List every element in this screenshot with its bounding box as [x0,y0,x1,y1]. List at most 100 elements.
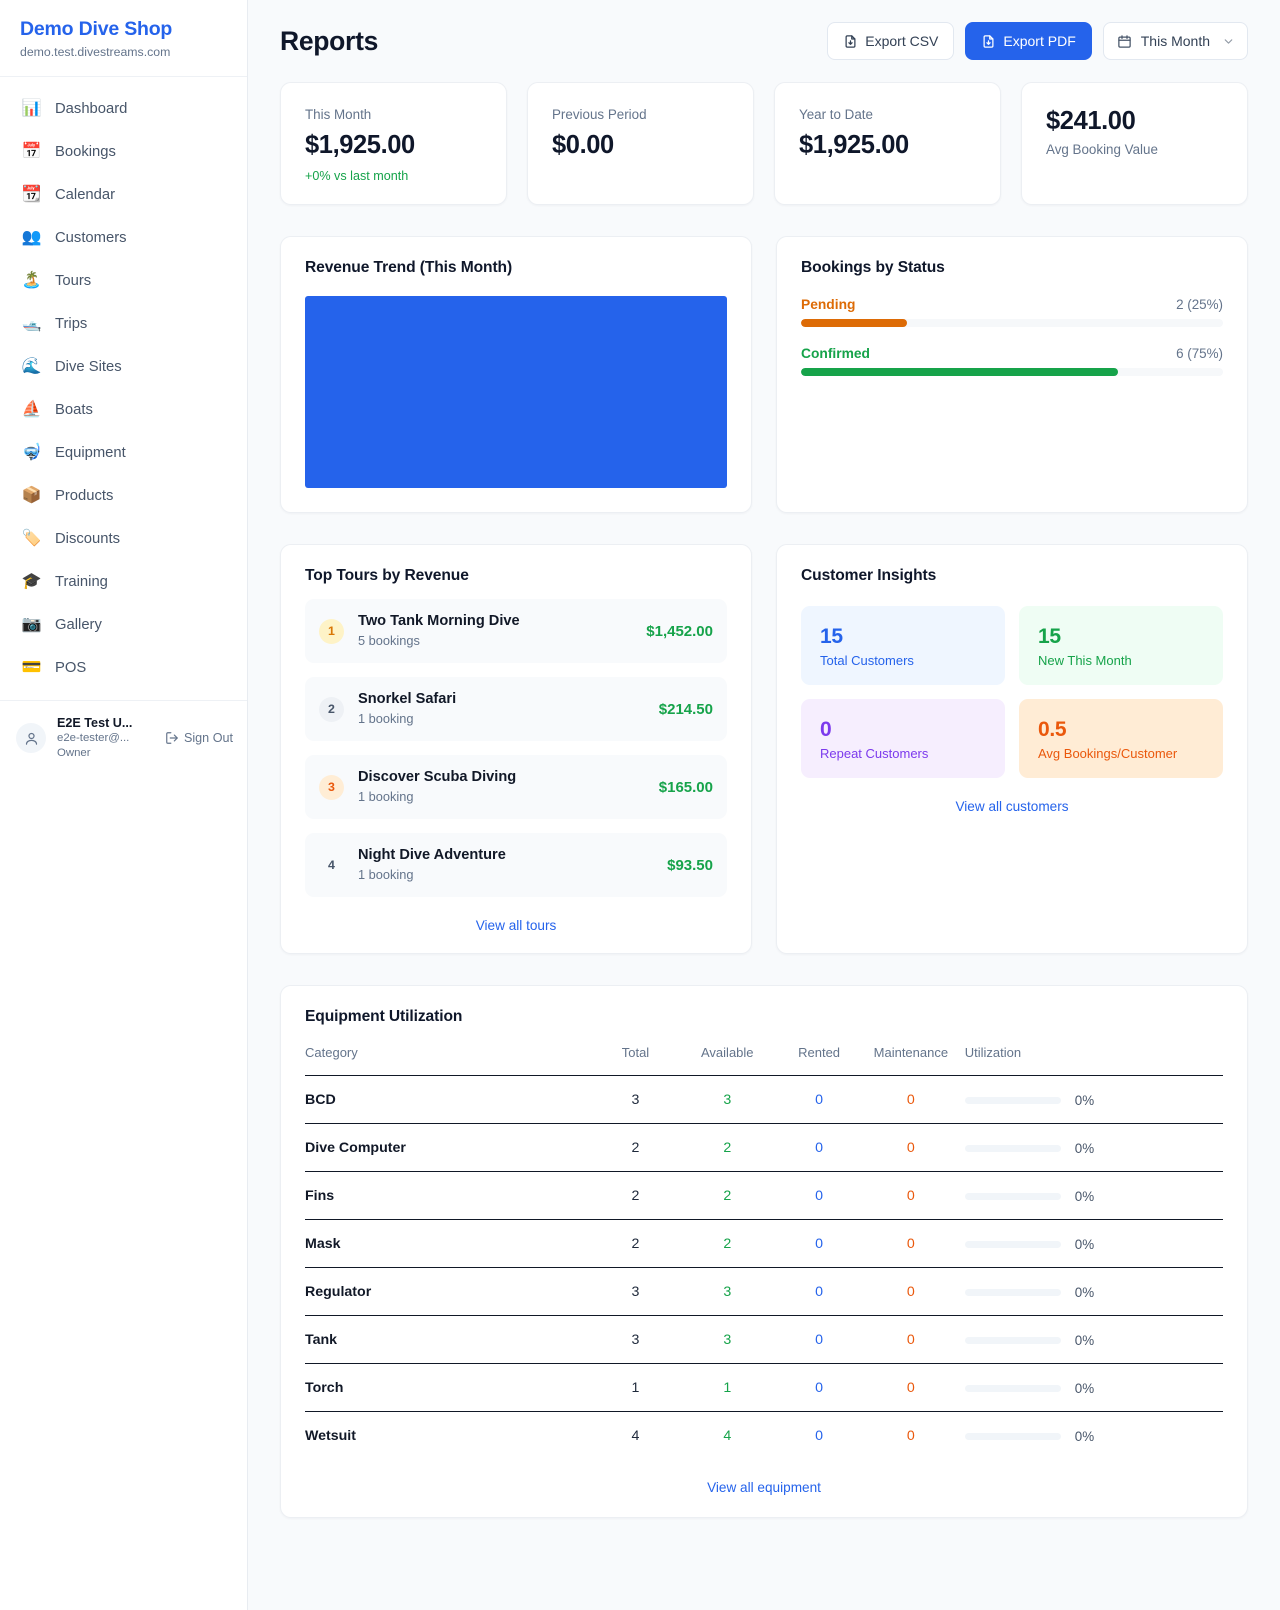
file-download-icon [983,34,994,48]
sign-out-icon [166,732,178,744]
equipment-available: 2 [681,1171,774,1220]
trips-icon: 🛥️ [21,314,42,332]
view-all-equipment-link[interactable]: View all equipment [707,1480,821,1495]
column-header: Category [305,1045,358,1060]
equipment-category: Torch [305,1363,590,1412]
tour-row[interactable]: 3 Discover Scuba Diving 1 booking $165.00 [305,755,727,819]
date-range-select[interactable]: This Month [1102,22,1248,60]
bookings-by-status-panel: Bookings by Status Pending 2 (25%) Confirm… [776,236,1248,513]
sidebar-item-dashboard[interactable]: 📊 Dashboard [0,87,247,130]
sidebar-item-label: Trips [55,315,88,332]
view-all-customers-link[interactable]: View all customers [955,799,1069,814]
sidebar-item-trips[interactable]: 🛥️ Trips [0,302,247,345]
export-pdf-label: Export PDF [1003,33,1076,49]
customer-insights-title: Customer Insights [801,567,937,584]
utilization-percent: 0% [1074,1284,1095,1300]
sidebar-item-tours[interactable]: 🏝️ Tours [0,259,247,302]
sidebar-item-dive-sites[interactable]: 🌊 Dive Sites [0,345,247,388]
tour-revenue: $1,452.00 [646,622,713,640]
utilization-track [964,1432,1061,1440]
sidebar-item-pos[interactable]: 💳 POS [0,646,247,689]
revenue-trend-panel: Revenue Trend (This Month) [280,236,752,513]
insight-tile-grid: 15 Total Customers 15 New This Month 0 Repeat… [801,606,1223,778]
status-progress-fill [801,319,907,327]
sidebar-item-label: Discounts [55,530,120,547]
column-header: Utilization [964,1045,1022,1060]
sidebar-item-calendar[interactable]: 📆 Calendar [0,173,247,216]
equipment-maintenance: 0 [864,1123,957,1172]
table-row: Fins 2 2 0 0 0% [305,1171,1223,1220]
tour-row[interactable]: 2 Snorkel Safari 1 booking $214.50 [305,677,727,741]
sidebar-item-bookings[interactable]: 📅 Bookings [0,130,247,173]
status-row: Confirmed 6 (75%) [801,346,1223,376]
tour-info: Discover Scuba Diving 1 booking [358,768,516,806]
main-content: Reports Export CSV Export PDF [248,0,1280,1610]
equipment-category: Tank [305,1315,590,1364]
tour-rank-badge: 2 [319,696,344,722]
utilization-track [964,1192,1061,1200]
equipment-rented: 0 [773,1315,865,1364]
equipment-rented: 0 [773,1219,865,1268]
status-head: Confirmed 6 (75%) [801,346,1223,361]
kpi-card: $241.00 Avg Booking Value [1021,82,1248,205]
sidebar-item-discounts[interactable]: 🏷️ Discounts [0,517,247,560]
table-header-row: Category Total Available Rented Maintenance U… [305,1045,1223,1076]
utilization-wrap: 0% [964,1189,1223,1204]
sidebar-item-label: Gallery [55,616,102,633]
sidebar-item-label: Bookings [55,143,116,160]
export-csv-label: Export CSV [865,33,939,49]
utilization-track [964,1096,1061,1104]
equipment-total: 3 [589,1267,682,1316]
user-meta: E2E Test U... e2e-tester@... Owner [57,715,132,761]
equipment-rented: 0 [773,1123,865,1172]
equipment-maintenance: 0 [864,1219,957,1268]
brand-block[interactable]: Demo Dive Shop demo.test.divestreams.com [0,0,247,77]
utilization-wrap: 0% [964,1093,1223,1108]
tour-row[interactable]: 1 Two Tank Morning Dive 5 bookings $1,452.0… [305,599,727,663]
sidebar-item-products[interactable]: 📦 Products [0,474,247,517]
equipment-maintenance: 0 [864,1411,957,1459]
equipment-category: Fins [305,1171,590,1220]
equipment-category: BCD [305,1075,590,1124]
kpi-card: This Month $1,925.00 +0% vs last month [280,82,507,205]
view-all-tours-link[interactable]: View all tours [475,918,557,933]
utilization-wrap: 0% [964,1429,1223,1444]
tour-name: Night Dive Adventure [358,847,506,863]
kpi-label: Year to Date [799,107,873,122]
tour-info: Snorkel Safari 1 booking [358,690,456,728]
chevron-down-icon [1224,38,1233,44]
sidebar-item-equipment[interactable]: 🤿 Equipment [0,431,247,474]
sidebar-item-boats[interactable]: ⛵ Boats [0,388,247,431]
brand-subdomain: demo.test.divestreams.com [20,45,171,59]
insight-tile: 15 Total Customers [801,606,1005,685]
sidebar-item-training[interactable]: 🎓 Training [0,560,247,603]
revenue-trend-chart [305,296,727,488]
sidebar-item-customers[interactable]: 👥 Customers [0,216,247,259]
insight-label: Total Customers [820,653,914,668]
tour-row[interactable]: 4 Night Dive Adventure 1 booking $93.50 [305,833,727,897]
equipment-utilization-panel: Equipment Utilization Category Total Avail… [280,985,1248,1518]
table-row: BCD 3 3 0 0 0% [305,1075,1223,1124]
top-tours-list: 1 Two Tank Morning Dive 5 bookings $1,452.0… [305,599,727,897]
boats-icon: ⛵ [21,400,42,418]
export-pdf-button[interactable]: Export PDF [965,22,1092,60]
kpi-card-row: This Month $1,925.00 +0% vs last month Prev… [280,82,1248,205]
insight-label: New This Month [1038,653,1132,668]
sidebar-item-gallery[interactable]: 📷 Gallery [0,603,247,646]
page-toolbar: Reports Export CSV Export PDF [280,22,1248,60]
export-csv-button[interactable]: Export CSV [827,22,955,60]
gallery-icon: 📷 [21,615,42,633]
sign-out-button[interactable]: Sign Out [165,731,233,745]
table-row: Tank 3 3 0 0 0% [305,1315,1223,1364]
insight-value: 15 [820,625,843,648]
sidebar-item-label: Training [55,573,108,590]
sidebar-item-label: Equipment [55,444,126,461]
status-count: 6 (75%) [1176,346,1223,361]
equipment-rented: 0 [773,1075,865,1124]
equipment-total: 4 [589,1411,682,1459]
tour-rank-badge: 3 [319,774,344,800]
kpi-card: Previous Period $0.00 [527,82,754,205]
brand-title: Demo Dive Shop [20,18,173,40]
status-progress-track [801,319,1223,327]
